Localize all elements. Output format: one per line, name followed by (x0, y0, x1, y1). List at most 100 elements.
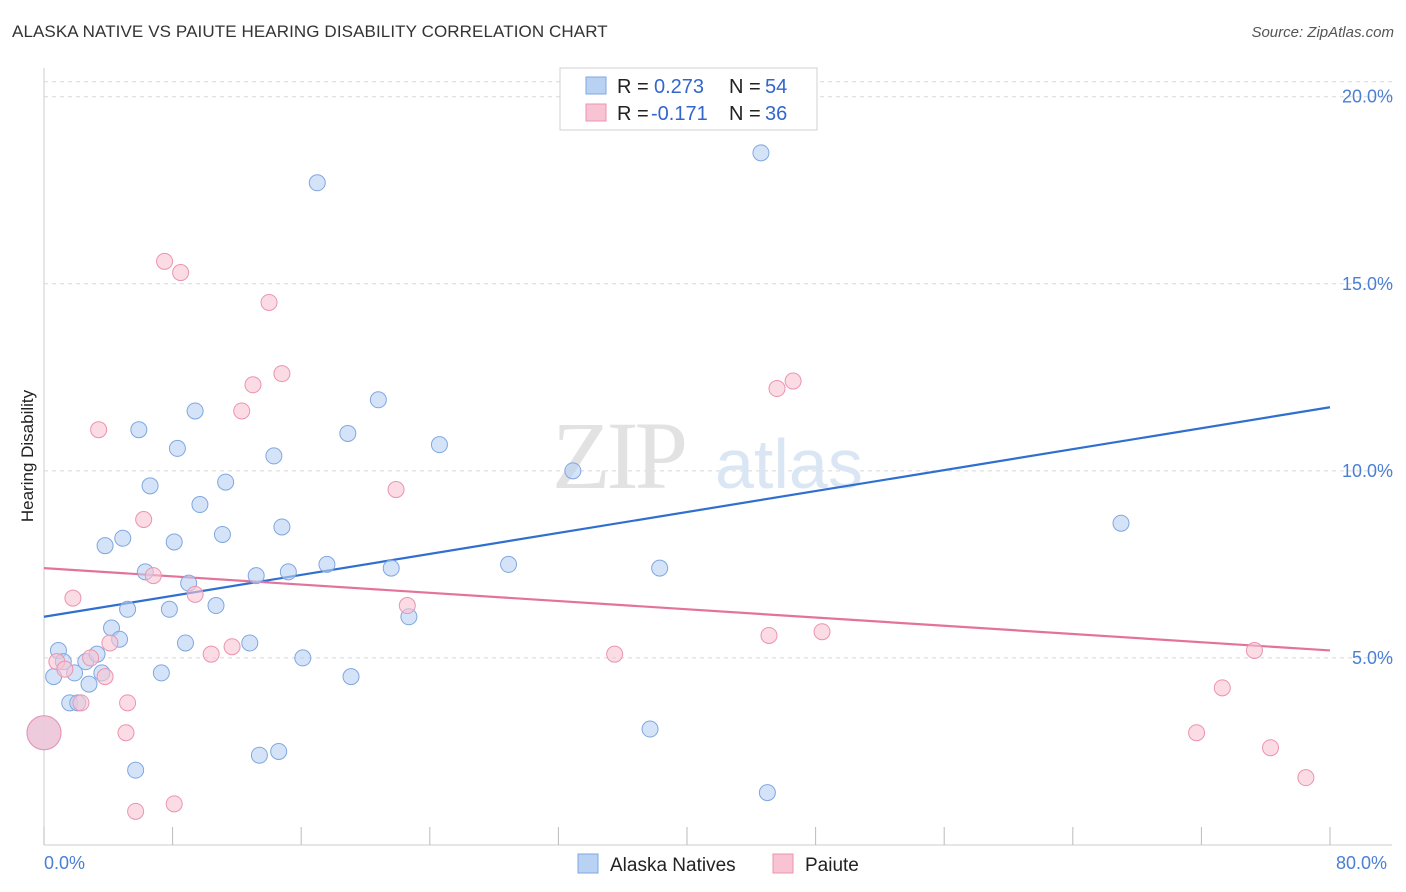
point-alaska-29 (213, 525, 231, 543)
point-alaska-32 (247, 567, 265, 585)
point-paiute-24 (387, 481, 405, 499)
point-alaska-46 (430, 436, 448, 454)
point-paiute-6 (90, 421, 108, 439)
point-paiute-16 (172, 264, 190, 282)
point-paiute-25 (398, 597, 416, 615)
trend-lines (43, 406, 1331, 652)
point-paiute-18 (202, 645, 220, 663)
point-paiute-19 (223, 638, 241, 656)
point-paiute-27 (760, 626, 778, 644)
legend-swatch-paiute (585, 103, 607, 122)
series-legend-swatch-alaska (577, 853, 599, 874)
point-alaska-22 (165, 533, 183, 551)
series-legend-swatch-paiute (772, 853, 794, 874)
point-alaska-41 (339, 424, 357, 442)
data-points (26, 144, 1315, 820)
point-alaska-37 (279, 563, 297, 581)
point-alaska-17 (130, 421, 148, 439)
point-paiute-23 (273, 365, 291, 383)
watermark-atlas: atlas (715, 425, 863, 503)
legend-r-label-alaska: R = (617, 76, 649, 98)
series-legend: Alaska Natives Paiute (577, 853, 859, 876)
point-paiute-10 (119, 694, 137, 712)
point-paiute-0 (26, 715, 62, 751)
point-alaska-35 (270, 742, 288, 760)
point-alaska-51 (752, 144, 770, 162)
point-alaska-24 (176, 634, 194, 652)
point-alaska-39 (308, 174, 326, 192)
legend-n-label-alaska: N = (729, 76, 761, 98)
point-alaska-15 (119, 600, 137, 618)
point-paiute-29 (784, 372, 802, 390)
point-paiute-35 (1297, 769, 1315, 787)
point-paiute-20 (233, 402, 251, 420)
point-alaska-11 (96, 537, 114, 555)
chart-title: ALASKA NATIVE VS PAIUTE HEARING DISABILI… (12, 22, 608, 41)
point-alaska-19 (141, 477, 159, 495)
legend-r-value-paiute: -0.171 (651, 103, 708, 125)
watermark-zip: ZIP (552, 402, 685, 509)
point-alaska-43 (369, 391, 387, 409)
point-alaska-40 (318, 555, 336, 573)
y-tick-label-5: 5.0% (1352, 648, 1393, 668)
point-paiute-26 (606, 645, 624, 663)
y-axis-labels: 5.0% 10.0% 15.0% 20.0% (1342, 87, 1393, 668)
series-legend-label-alaska: Alaska Natives (610, 855, 736, 876)
point-paiute-22 (260, 293, 278, 311)
legend-r-value-alaska: 0.273 (654, 76, 704, 98)
point-alaska-36 (273, 518, 291, 536)
point-alaska-23 (168, 439, 186, 457)
point-alaska-47 (500, 555, 518, 573)
point-paiute-12 (135, 510, 153, 528)
point-alaska-42 (342, 668, 360, 686)
point-alaska-44 (382, 559, 400, 577)
point-alaska-26 (186, 402, 204, 420)
point-alaska-30 (217, 473, 235, 491)
point-alaska-7 (80, 675, 98, 693)
point-alaska-50 (651, 559, 669, 577)
point-paiute-31 (1188, 724, 1206, 742)
point-alaska-52 (758, 784, 776, 802)
legend: R = 0.273 N = 54 R = -0.171 N = 36 (559, 67, 818, 131)
y-axis-label: Hearing Disability (18, 389, 37, 522)
point-paiute-4 (72, 694, 90, 712)
point-alaska-34 (265, 447, 283, 465)
point-paiute-32 (1213, 679, 1231, 697)
legend-n-label-paiute: N = (729, 103, 761, 125)
point-paiute-17 (186, 585, 204, 603)
point-alaska-38 (294, 649, 312, 667)
point-alaska-48 (564, 462, 582, 480)
gridlines (44, 81, 1392, 659)
legend-n-value-alaska: 54 (765, 76, 787, 98)
point-paiute-7 (96, 668, 114, 686)
point-paiute-21 (244, 376, 262, 394)
legend-n-value-paiute: 36 (765, 103, 787, 125)
point-paiute-9 (117, 724, 135, 742)
point-paiute-34 (1262, 739, 1280, 757)
trend-line-paiute (43, 567, 1331, 652)
point-alaska-53 (1112, 514, 1130, 532)
legend-r-label-paiute: R = (617, 103, 649, 125)
point-paiute-30 (813, 623, 831, 641)
point-paiute-2 (56, 660, 74, 678)
point-alaska-33 (250, 746, 268, 764)
point-paiute-15 (165, 795, 183, 813)
point-paiute-33 (1245, 641, 1263, 659)
x-tick-label-max: 80.0% (1336, 853, 1387, 873)
point-paiute-5 (82, 649, 100, 667)
x-axis-ticks (43, 827, 1331, 845)
y-tick-label-20: 20.0% (1342, 87, 1393, 107)
series-legend-label-paiute: Paiute (805, 855, 859, 876)
point-alaska-21 (160, 600, 178, 618)
point-alaska-49 (641, 720, 659, 738)
x-tick-label-min: 0.0% (44, 853, 85, 873)
point-alaska-31 (241, 634, 259, 652)
point-alaska-16 (127, 761, 145, 779)
point-paiute-3 (64, 589, 82, 607)
point-alaska-20 (152, 664, 170, 682)
trend-line-alaska (43, 406, 1331, 618)
y-tick-label-10: 10.0% (1342, 461, 1393, 481)
legend-swatch-alaska (585, 76, 607, 95)
point-paiute-14 (156, 252, 174, 270)
